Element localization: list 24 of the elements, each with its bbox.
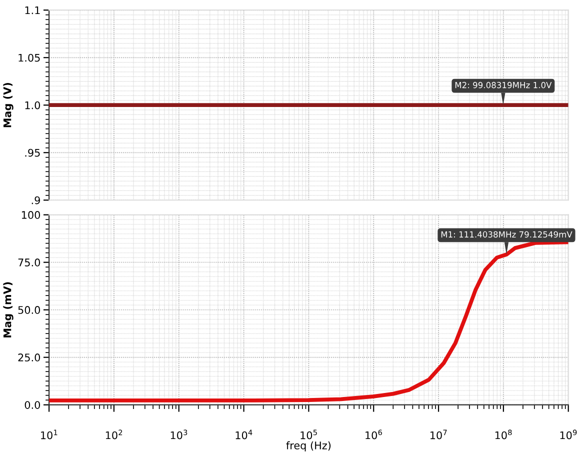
- y-tick-label: 0.0: [24, 401, 40, 409]
- y-axis-title: Mag (V): [3, 82, 14, 128]
- x-tick-label: 10$^{8}$: [495, 430, 512, 440]
- x-tick-label: 10$^{4}$: [236, 430, 252, 440]
- y-tick-label: 25.0: [18, 354, 40, 362]
- annotation: M1: 111.4038MHz 79.12549mV: [441, 231, 572, 238]
- y-tick-label: 1.1: [25, 6, 40, 14]
- y-tick-label: 50.0: [18, 306, 40, 314]
- x-tick-label: 10$^{7}$: [430, 430, 447, 440]
- y-tick-label: .95: [25, 148, 40, 157]
- x-tick-label: 10$^{5}$: [300, 430, 317, 440]
- y-tick-label: 75.0: [18, 258, 40, 266]
- y-axis-title: Mag (mV): [3, 282, 14, 338]
- annotation: M2: 99.08319MHz 1.0V: [455, 82, 552, 88]
- x-tick-label: 10$^{2}$: [106, 430, 122, 440]
- y-tick-label: .9: [32, 196, 40, 204]
- x-tick-label: 10$^{3}$: [170, 430, 188, 440]
- x-tick-label: 10$^{6}$: [366, 430, 382, 440]
- y-tick-label: 1.05: [18, 54, 40, 62]
- y-tick-label: 1.0: [25, 101, 40, 110]
- y-tick-label: 100: [22, 211, 40, 219]
- x-tick-label: 10$^{9}$: [560, 430, 577, 440]
- x-tick-label: 10$^{1}$: [41, 430, 58, 440]
- x-axis-title: freq (Hz): [286, 441, 331, 452]
